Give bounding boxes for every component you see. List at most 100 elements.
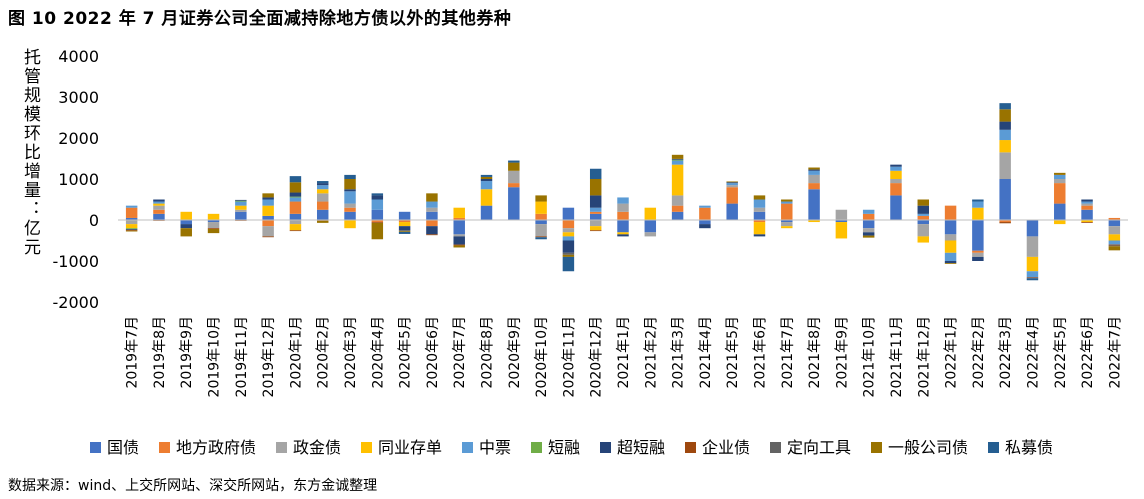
bar-segment [480,174,493,177]
bar-segment [426,226,438,235]
bar-segment [1054,203,1066,220]
bar-segment [562,207,575,220]
legend-label: 短融 [548,438,580,457]
bar-segment [480,176,493,179]
bar-segment [917,199,930,206]
bar-segment [426,220,438,227]
bar-segment [1108,245,1121,247]
bar-segment [153,209,165,214]
bar-segment [535,224,547,237]
bar-segment [398,231,411,234]
x-tick-label: 2021年1月 [616,316,632,389]
bar-segment [699,205,711,208]
bar-segment [289,196,302,198]
bar-segment [562,220,575,229]
bar-segment [753,195,766,200]
bar-segment [180,220,192,225]
bar-segment [1081,199,1093,202]
bar-segment [781,222,793,227]
bar-segment [453,220,465,235]
bar-segment [808,170,820,175]
bar-segment [917,236,930,243]
bar-segment [371,193,384,196]
bar-segment [371,222,384,240]
x-tick-label: 2020年12月 [589,316,605,397]
legend-item: 国债 [90,438,139,457]
bar-segment [862,213,875,220]
bar-segment [890,179,902,184]
bar-segment [999,152,1011,179]
stacked-bar-chart: 托管规模环比增量：亿元 -2000 -1000 0 1000 2000 3000 4000 20… [20,47,1128,457]
bar-segment [1081,220,1093,223]
bar-segment [289,213,302,220]
legend-item: 超短融 [600,438,665,457]
bar-segment [617,197,629,204]
bar-segment [808,220,820,223]
y-tick-label: -2000 [53,293,100,312]
bar-segment [398,231,411,232]
bar-segment [344,174,356,179]
bar-segment [508,187,520,220]
x-tick-label: 2020年9月 [507,316,523,389]
x-tick-label: 2019年7月 [125,316,141,389]
bar-segment [890,170,902,179]
bar-segment [289,220,302,225]
bar-segment [262,193,274,198]
legend-label: 定向工具 [787,438,851,457]
legend-label: 一般公司债 [888,438,968,457]
bar-segment [453,234,465,237]
bar-segment [562,256,575,272]
x-tick-label: 2020年11月 [561,316,577,397]
bar-segment [699,220,711,225]
bar-segment [289,230,302,232]
bar-segment [207,229,220,234]
bar-segment [344,220,356,229]
bar-segment [671,154,684,159]
bar-segment [890,195,902,220]
bar-segment [589,211,602,214]
bar-segment [125,207,138,218]
bar-segment [753,234,766,237]
legend-item: 地方政府债 [159,438,256,457]
bar-segment [398,226,411,231]
bar-segment [453,207,465,218]
bar-segment [453,244,465,246]
bar-segment [808,174,820,184]
bar-segment [1081,205,1093,210]
bar-segment [753,199,766,208]
bar-segment [972,207,984,220]
bar-segment [1054,220,1066,225]
bar-segment [207,228,220,230]
legend-swatch [276,442,287,453]
bar-segment [235,201,247,206]
bar-segment [589,207,602,212]
bar-segment [999,121,1011,130]
x-tick-label: 2022年6月 [1080,316,1096,389]
legend-item: 企业债 [685,438,750,457]
bar-segment [535,236,547,238]
x-tick-label: 2022年2月 [971,316,987,389]
legend-label: 同业存单 [378,438,442,457]
bar-segment [535,195,547,202]
bar-segment [589,195,602,208]
bar-segment [398,222,411,227]
bar-segment [153,213,165,220]
bar-segment [371,195,384,200]
bar-segment [371,220,384,223]
bar-segment [890,166,902,171]
bar-segment [1054,172,1066,175]
bar-segment [999,222,1011,224]
bar-segment [453,245,465,248]
x-tick-label: 2021年3月 [671,316,687,389]
bar-segment [1026,236,1039,257]
x-tick-label: 2021年8月 [807,316,823,389]
bar-segment [125,220,138,225]
bar-segment [781,226,793,229]
bar-segment [1108,240,1121,245]
bar-segment [508,170,520,184]
bar-segment [125,228,138,230]
legend-label: 企业债 [702,438,750,457]
x-tick-label: 2020年5月 [398,316,414,389]
bar-segment [125,229,138,231]
x-tick-label: 2021年12月 [916,316,932,397]
